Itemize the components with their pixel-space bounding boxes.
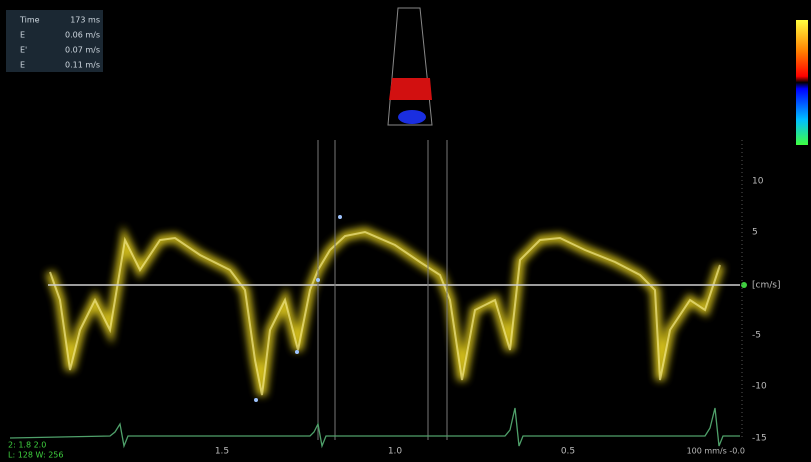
- color-bar: [796, 20, 808, 145]
- info-line: 2: 1.8 2.0: [8, 441, 46, 450]
- ultrasound-screen: 10 5 [cm/s] -5 -10 -15 1.5 1.0 0.5 100 m…: [0, 0, 811, 462]
- background: [0, 0, 811, 462]
- velocity-label: 5: [752, 228, 758, 238]
- velocity-unit: [cm/s]: [752, 281, 780, 291]
- measurement-label: E': [20, 46, 27, 55]
- measurement-value: 0.07 m/s: [65, 46, 100, 55]
- measurement-value: 0.06 m/s: [65, 31, 100, 40]
- velocity-label: -15: [752, 434, 767, 444]
- time-label: 1.5: [215, 447, 229, 457]
- velocity-label: -5: [752, 331, 761, 341]
- time-label: 0.5: [561, 447, 575, 457]
- measurement-label: E: [20, 31, 25, 40]
- measurement-value: 173 ms: [70, 16, 100, 25]
- time-label: 1.0: [388, 447, 403, 457]
- sweep-speed: 100 mm/s -0.0: [687, 447, 745, 456]
- measurement-label: Time: [19, 16, 40, 25]
- velocity-label: -10: [752, 382, 767, 392]
- info-line: L: 128 W: 256: [8, 451, 63, 460]
- measurement-label: E: [20, 61, 25, 70]
- measurement-value: 0.11 m/s: [65, 61, 100, 70]
- velocity-label: 10: [752, 177, 764, 187]
